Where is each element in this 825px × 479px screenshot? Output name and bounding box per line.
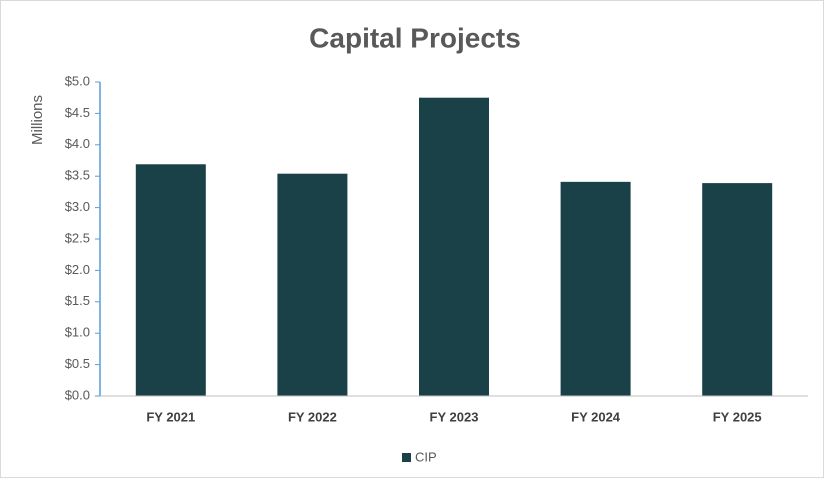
x-tick-label: FY 2022	[288, 409, 337, 424]
y-tick-label: $4.0	[65, 136, 90, 151]
y-tick-label: $1.0	[65, 325, 90, 340]
bar	[419, 97, 489, 396]
y-tick-label: $2.5	[65, 230, 90, 245]
legend-label: CIP	[415, 449, 437, 464]
legend-swatch	[402, 453, 411, 462]
bar	[560, 181, 631, 396]
y-tick-label: $1.5	[65, 293, 90, 308]
chart-title: Capital Projects	[309, 22, 521, 53]
y-tick-label: $2.0	[65, 262, 90, 277]
y-tick-label: $0.0	[65, 387, 90, 402]
bar	[135, 164, 206, 396]
y-tick-label: $0.5	[65, 356, 90, 371]
x-tick-label: FY 2021	[146, 409, 195, 424]
y-tick-label: $4.5	[65, 105, 90, 120]
y-tick-label: $5.0	[65, 73, 90, 88]
x-tick-label: FY 2024	[571, 409, 621, 424]
x-tick-label: FY 2025	[713, 409, 762, 424]
x-tick-label: FY 2023	[430, 409, 479, 424]
bar	[702, 183, 773, 396]
y-tick-label: $3.5	[65, 168, 90, 183]
y-tick-label: $3.0	[65, 199, 90, 214]
y-axis-label: Millions	[29, 95, 46, 145]
bar	[277, 173, 348, 396]
